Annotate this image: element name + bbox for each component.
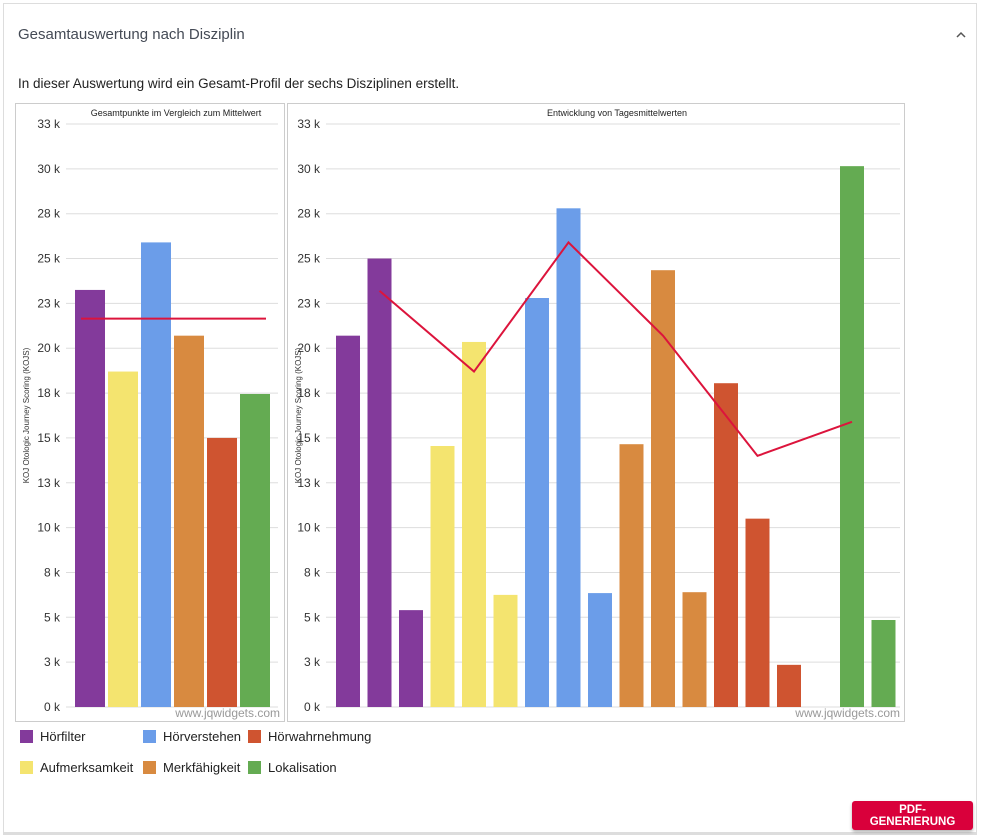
y-tick-label: 33 k xyxy=(37,117,61,131)
y-tick-label: 30 k xyxy=(37,162,61,176)
y-tick-label: 28 k xyxy=(297,207,321,221)
legend-item[interactable]: Merkfähigkeit xyxy=(143,760,240,775)
bar-hörwahrnehmung xyxy=(714,383,738,707)
y-axis-label: KOJ Otologic Journey Scoring (KOJS) xyxy=(22,347,31,483)
legend-item[interactable]: Aufmerksamkeit xyxy=(20,760,133,775)
y-tick-label: 28 k xyxy=(37,207,61,221)
bar-aufmerksamkeit xyxy=(430,445,455,707)
bar-aufmerksamkeit xyxy=(493,594,518,707)
legend-swatch xyxy=(20,761,33,774)
bar-merkfähigkeit xyxy=(651,270,675,707)
bar-hörfilter xyxy=(367,258,392,707)
bar-lokalisation xyxy=(840,166,864,707)
bar-hörfilter xyxy=(399,610,423,707)
panel-title: Gesamtauswertung nach Disziplin xyxy=(18,26,245,43)
y-tick-label: 15 k xyxy=(37,431,61,445)
bar-hörverstehen xyxy=(556,208,581,707)
y-tick-label: 20 k xyxy=(37,341,61,355)
y-tick-label: 33 k xyxy=(297,117,321,131)
watermark: www.jqwidgets.com xyxy=(794,706,900,720)
legend-label: Merkfähigkeit xyxy=(163,760,241,775)
y-tick-label: 23 k xyxy=(37,296,61,310)
y-tick-label: 30 k xyxy=(297,162,321,176)
bar-hörfilter xyxy=(75,289,105,707)
chart-title: Entwicklung von Tagesmittelwerten xyxy=(547,108,687,118)
y-tick-label: 25 k xyxy=(37,252,61,266)
y-tick-label: 13 k xyxy=(37,476,61,490)
y-tick-label: 10 k xyxy=(297,521,321,535)
y-tick-label: 3 k xyxy=(304,655,321,669)
bar-hörverstehen xyxy=(588,593,612,707)
y-tick-label: 8 k xyxy=(304,565,321,579)
y-tick-label: 3 k xyxy=(44,655,61,669)
daily-average-chart: Entwicklung von Tagesmittelwerten 0 k 3 k 5… xyxy=(287,103,905,722)
chart-title: Gesamtpunkte im Vergleich zum Mittelwert xyxy=(91,108,262,118)
y-tick-label: 13 k xyxy=(297,476,321,490)
panel-description: In dieser Auswertung wird ein Gesamt-Pro… xyxy=(18,76,460,91)
chevron-up-icon[interactable] xyxy=(954,28,968,42)
bar-hörverstehen xyxy=(141,242,171,707)
y-tick-label: 0 k xyxy=(44,700,61,714)
y-tick-label: 20 k xyxy=(297,341,321,355)
legend-label: Hörwahrnehmung xyxy=(268,729,372,744)
bar-hörwahrnehmung xyxy=(777,664,801,707)
legend-swatch xyxy=(20,730,33,743)
legend-item[interactable]: Hörfilter xyxy=(20,729,86,744)
y-tick-label: 18 k xyxy=(297,386,321,400)
average-line xyxy=(378,240,853,458)
legend-swatch xyxy=(248,730,261,743)
legend-item[interactable]: Hörwahrnehmung xyxy=(248,729,371,744)
total-points-chart-svg: Gesamtpunkte im Vergleich zum Mittelwert… xyxy=(22,108,280,720)
y-axis-label: KOJ Otologic Journey Scoring (KOJS) xyxy=(294,347,303,483)
bar-hörwahrnehmung xyxy=(745,518,770,707)
bar-hörfilter xyxy=(336,335,360,707)
legend-label: Lokalisation xyxy=(268,760,337,775)
bar-aufmerksamkeit xyxy=(462,341,486,707)
bar-hörwahrnehmung xyxy=(207,437,237,707)
y-tick-label: 10 k xyxy=(37,521,61,535)
y-tick-label: 23 k xyxy=(297,296,321,310)
bar-lokalisation xyxy=(240,393,270,707)
daily-average-chart-svg: Entwicklung von Tagesmittelwerten 0 k 3 k 5… xyxy=(294,108,900,720)
bar-lokalisation xyxy=(871,619,896,707)
watermark: www.jqwidgets.com xyxy=(174,706,280,720)
y-tick-label: 5 k xyxy=(44,610,61,624)
bar-merkfähigkeit xyxy=(174,335,204,707)
total-points-chart: Gesamtpunkte im Vergleich zum Mittelwert… xyxy=(15,103,285,722)
pdf-generate-button[interactable]: PDF-GENERIERUNG xyxy=(852,801,973,830)
y-tick-label: 18 k xyxy=(37,386,61,400)
legend-item[interactable]: Lokalisation xyxy=(248,760,337,775)
bar-aufmerksamkeit xyxy=(108,371,138,707)
bar-hörverstehen xyxy=(525,298,549,707)
legend-swatch xyxy=(248,761,261,774)
y-tick-label: 0 k xyxy=(304,700,321,714)
legend-swatch xyxy=(143,730,156,743)
y-tick-label: 25 k xyxy=(297,252,321,266)
y-tick-label: 8 k xyxy=(44,565,61,579)
legend-label: Hörfilter xyxy=(40,729,86,744)
legend-label: Aufmerksamkeit xyxy=(40,760,134,775)
bar-merkfähigkeit xyxy=(619,444,644,707)
legend-item[interactable]: Hörverstehen xyxy=(143,729,241,744)
legend-swatch xyxy=(143,761,156,774)
y-tick-label: 15 k xyxy=(297,431,321,445)
y-tick-label: 5 k xyxy=(304,610,321,624)
legend-label: Hörverstehen xyxy=(163,729,242,744)
bar-merkfähigkeit xyxy=(682,592,707,707)
